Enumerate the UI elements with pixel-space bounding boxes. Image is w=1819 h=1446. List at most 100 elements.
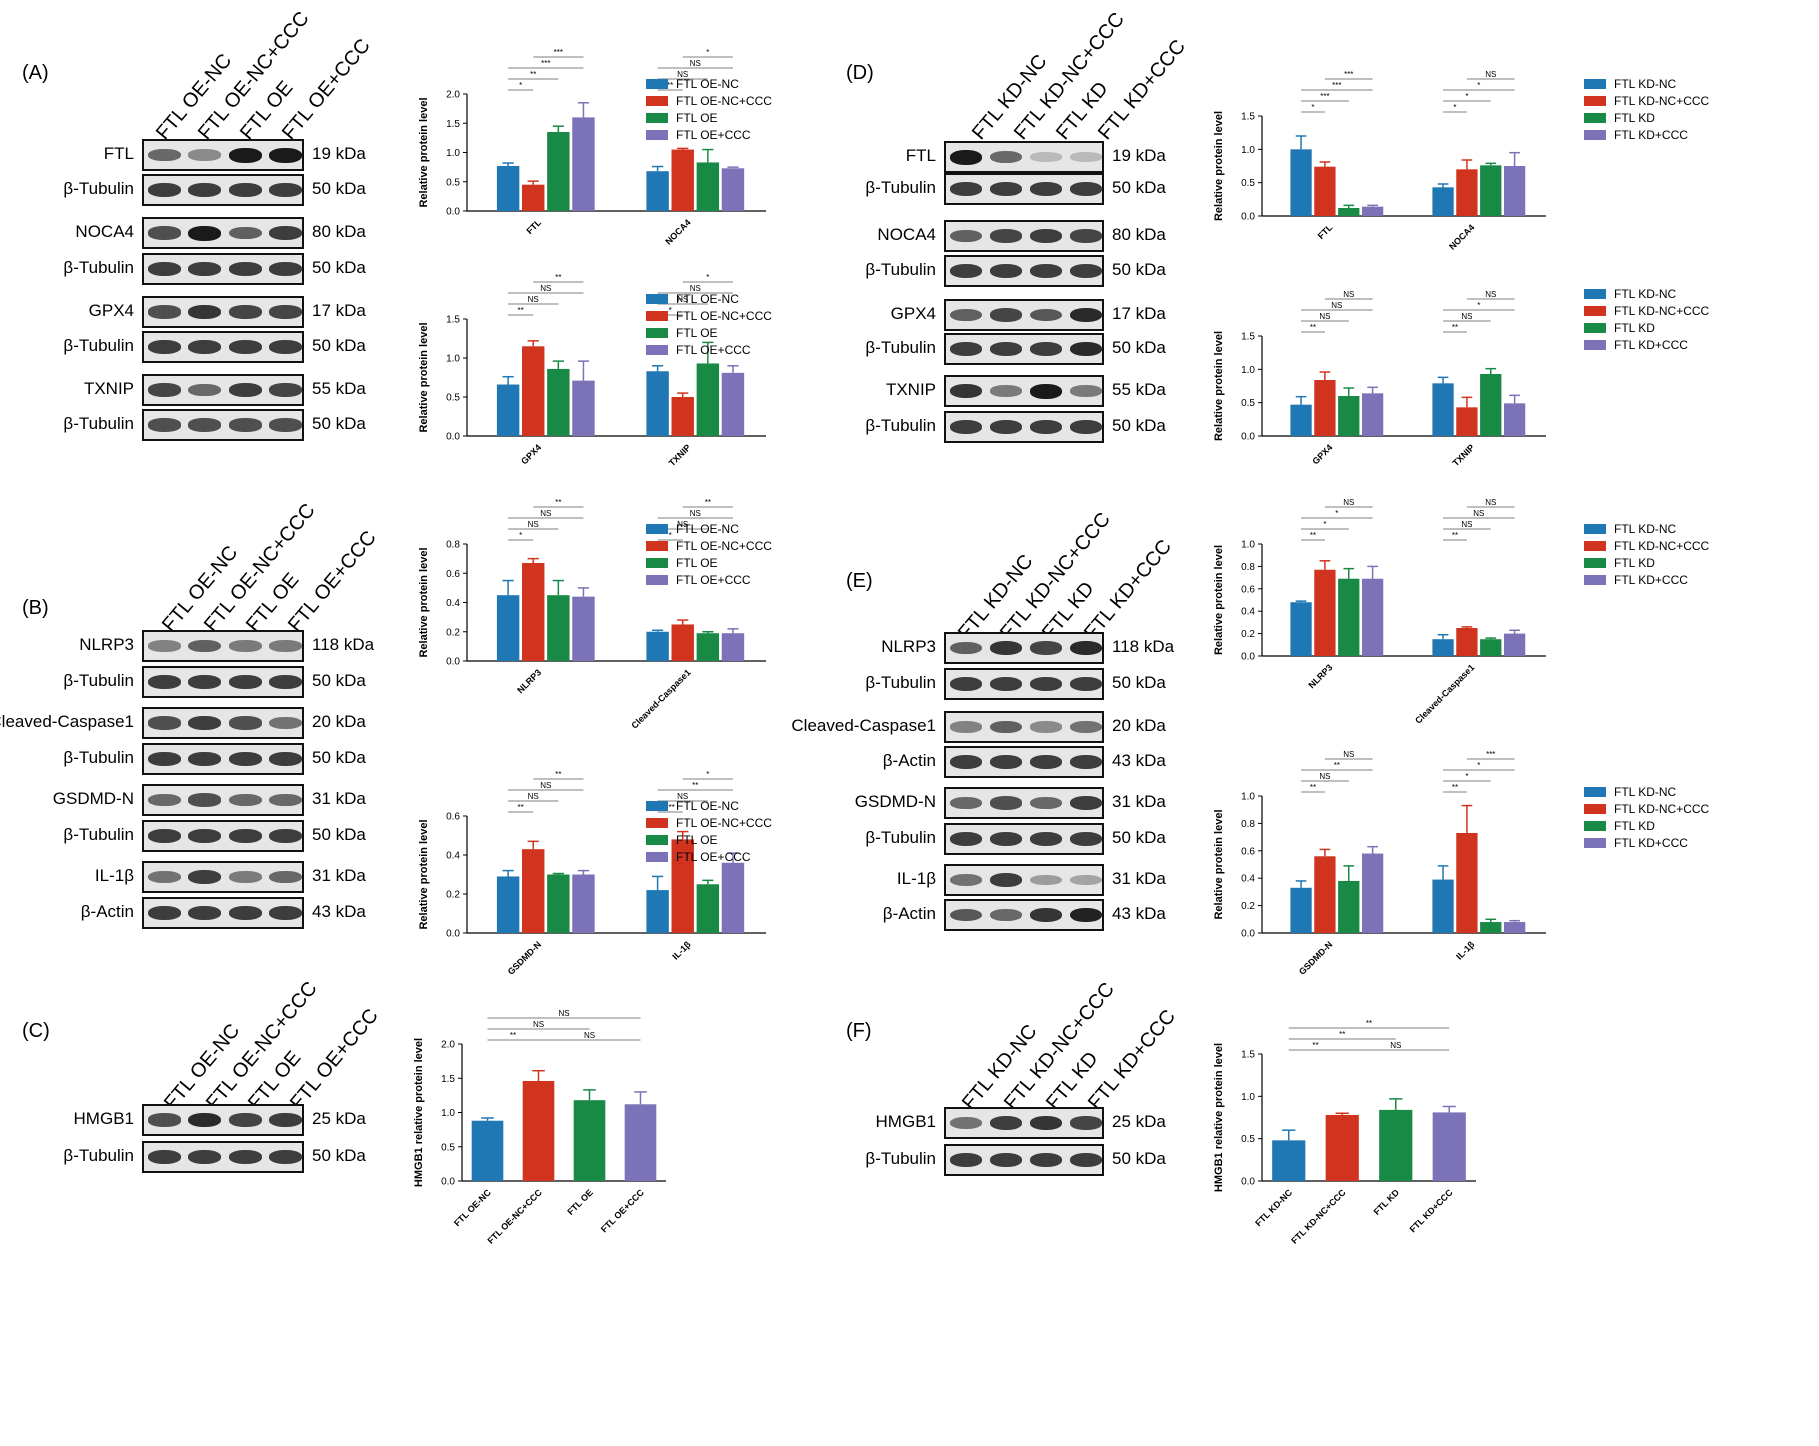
protein-band	[188, 149, 222, 161]
blot-protein-name: NLRP3	[79, 635, 134, 654]
y-tick-label: 0.2	[1241, 629, 1255, 640]
protein-band	[147, 716, 181, 730]
bar	[1480, 374, 1502, 436]
molecular-weight-label: 50 kDa	[312, 179, 366, 198]
x-category-label: FTL OE+CCC	[599, 1187, 646, 1234]
protein-band	[188, 183, 222, 197]
blot-protein-name: β-Tubulin	[865, 338, 936, 357]
protein-band	[989, 420, 1023, 434]
western-blot-strip	[142, 784, 304, 816]
protein-band	[147, 148, 181, 162]
legend-item: FTL OE-NC	[646, 290, 772, 307]
legend-swatch	[1584, 288, 1606, 299]
protein-band	[1029, 308, 1063, 322]
panel-label-a: (A)	[22, 62, 49, 84]
significance-label: NS	[1485, 290, 1496, 299]
legend-swatch	[646, 800, 668, 811]
bar	[1480, 639, 1502, 656]
y-tick-label: 0.0	[446, 929, 460, 940]
blot-protein-name: Cleaved-Caspase1	[791, 716, 936, 735]
legend-label: FTL KD-NC	[1614, 286, 1677, 301]
chart-legend: FTL KD-NC FTL KD-NC+CCC FTL KD FTL KD+CCC	[1584, 285, 1709, 353]
protein-band	[188, 262, 222, 276]
protein-band	[949, 755, 983, 769]
protein-band	[989, 150, 1023, 164]
protein-band	[1069, 264, 1102, 278]
protein-band	[269, 717, 302, 729]
western-blot-strip	[944, 333, 1104, 365]
legend-item: FTL OE+CCC	[646, 126, 772, 143]
legend-label: FTL KD-NC	[1614, 784, 1677, 799]
bar	[1325, 1114, 1359, 1181]
western-blot-strip	[142, 1104, 304, 1136]
western-blot-strip	[944, 746, 1104, 778]
y-tick-label: 1.5	[446, 315, 460, 326]
legend-label: FTL OE	[676, 832, 718, 847]
significance-label: *	[706, 770, 709, 779]
protein-band	[188, 1150, 222, 1164]
protein-band	[949, 383, 983, 399]
legend-label: FTL KD	[1614, 320, 1655, 335]
y-tick-label: 1.5	[441, 1074, 455, 1085]
protein-band	[228, 147, 262, 163]
significance-label: ***	[554, 48, 563, 57]
y-tick-label: 1.0	[1241, 540, 1255, 551]
significance-label: **	[510, 1031, 516, 1040]
western-blot-strip	[944, 1144, 1104, 1176]
molecular-weight-label: 50 kDa	[1112, 673, 1166, 692]
y-tick-label: 0.4	[1241, 607, 1255, 618]
legend-label: FTL KD+CCC	[1614, 337, 1688, 352]
legend-swatch	[1584, 305, 1606, 316]
bar-chart-b1: 0.0 0.2 0.4 0.6 0.8 Relative protein level NLR…	[418, 498, 766, 731]
bar	[1338, 208, 1360, 216]
bar	[1290, 602, 1312, 656]
blot-protein-name: NOCA4	[877, 225, 936, 244]
significance-label: NS	[677, 792, 688, 801]
y-tick-label: 1.5	[1241, 112, 1255, 123]
y-tick-label: 0.5	[446, 177, 460, 188]
significance-label: NS	[1461, 312, 1472, 321]
protein-band	[188, 418, 222, 432]
bar	[1290, 404, 1312, 436]
bar	[1272, 1140, 1306, 1181]
protein-band	[949, 308, 983, 322]
molecular-weight-label: 19 kDa	[312, 144, 366, 163]
protein-band	[989, 796, 1023, 810]
blot-protein-name: TXNIP	[885, 380, 936, 399]
bar	[547, 368, 570, 436]
bar-chart-d1: 0.0 0.5 1.0 1.5 Relative protein level FTL NOC…	[1213, 70, 1546, 252]
bar-chart-a2: 0.0 0.5 1.0 1.5 Relative protein level GPX4 TX…	[418, 273, 766, 468]
molecular-weight-label: 31 kDa	[1112, 792, 1166, 811]
protein-band	[228, 418, 262, 432]
protein-band	[1029, 1115, 1063, 1131]
significance-label: *	[1465, 92, 1468, 101]
protein-band	[989, 755, 1023, 769]
blot-protein-name: β-Tubulin	[865, 1149, 936, 1168]
significance-label: **	[1339, 1030, 1345, 1039]
protein-band	[989, 1116, 1023, 1130]
y-tick-label: 0.6	[1241, 846, 1255, 857]
bar	[671, 624, 694, 661]
significance-label: NS	[1343, 290, 1354, 299]
y-tick-label: 1.5	[1241, 332, 1255, 343]
y-tick-label: 1.0	[1241, 792, 1255, 803]
protein-band	[188, 675, 222, 689]
protein-band	[949, 182, 983, 196]
x-category-label: TXNIP	[1451, 442, 1477, 468]
protein-band	[269, 147, 302, 163]
bar	[1338, 578, 1360, 656]
legend-label: FTL OE-NC+CCC	[676, 815, 772, 830]
western-blot-strip	[142, 217, 304, 249]
molecular-weight-label: 50 kDa	[1112, 338, 1166, 357]
protein-band	[1029, 796, 1063, 810]
chart-legend: FTL KD-NC FTL KD-NC+CCC FTL KD FTL KD+CCC	[1584, 520, 1709, 588]
protein-band	[1069, 874, 1102, 886]
legend-item: FTL KD	[1584, 319, 1709, 336]
significance-label: NS	[540, 284, 551, 293]
legend-item: FTL OE-NC	[646, 797, 772, 814]
significance-label: **	[555, 273, 561, 282]
significance-label: ***	[541, 59, 550, 68]
legend-label: FTL OE-NC	[676, 291, 739, 306]
protein-band	[989, 677, 1023, 691]
legend-swatch	[1584, 523, 1606, 534]
